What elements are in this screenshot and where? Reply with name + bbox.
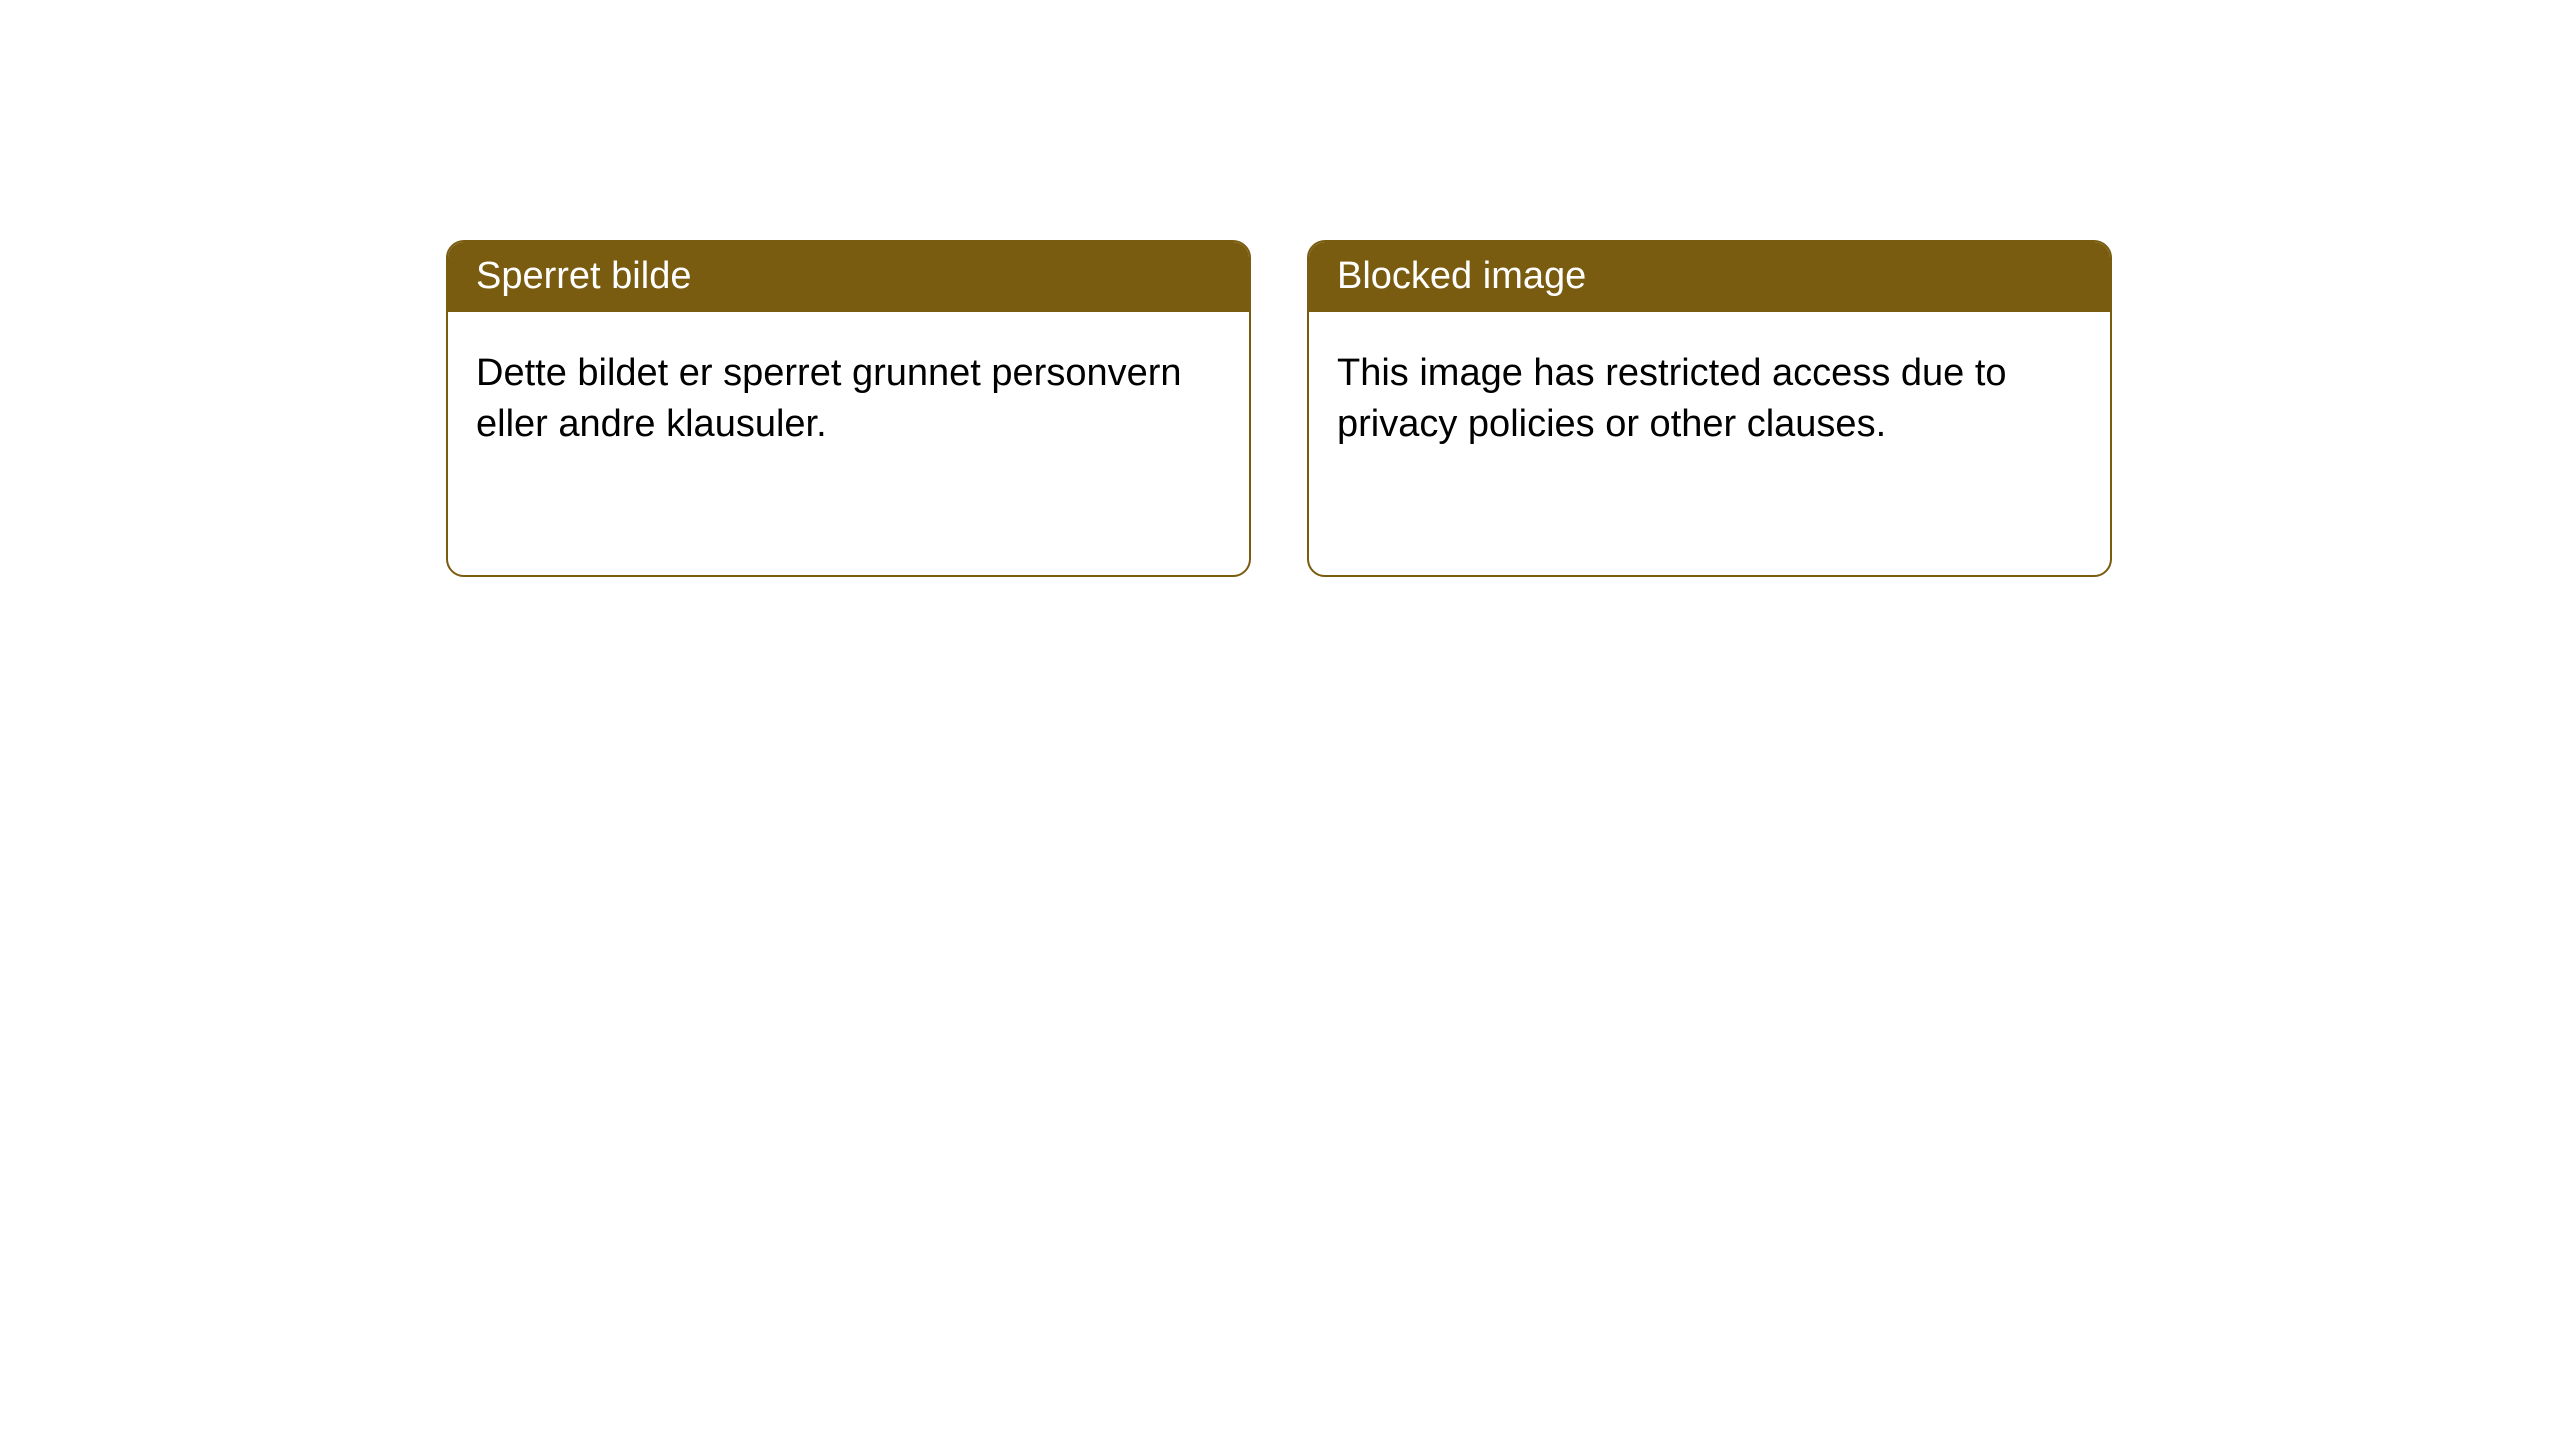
card-header-english: Blocked image (1309, 242, 2110, 312)
notice-card-english: Blocked image This image has restricted … (1307, 240, 2112, 577)
card-body-english: This image has restricted access due to … (1309, 312, 2110, 487)
notice-card-norwegian: Sperret bilde Dette bildet er sperret gr… (446, 240, 1251, 577)
notice-container: Sperret bilde Dette bildet er sperret gr… (446, 240, 2112, 577)
card-body-norwegian: Dette bildet er sperret grunnet personve… (448, 312, 1249, 487)
card-header-norwegian: Sperret bilde (448, 242, 1249, 312)
